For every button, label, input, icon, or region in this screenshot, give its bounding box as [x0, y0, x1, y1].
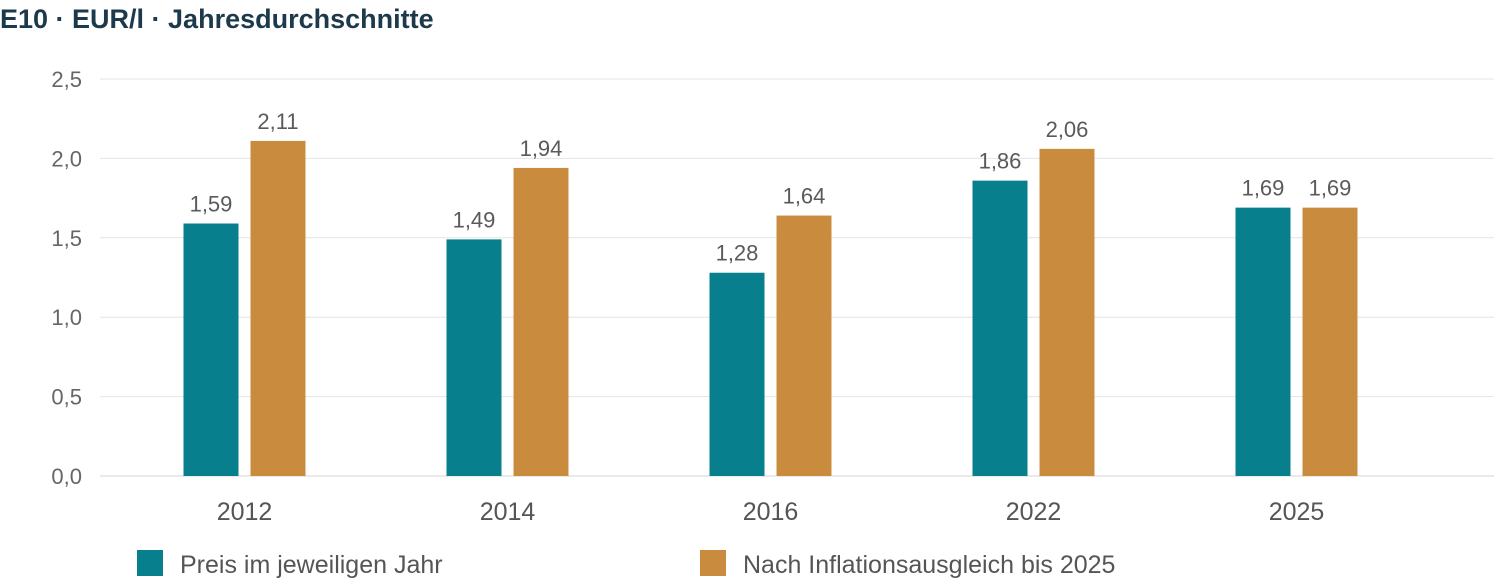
- x-tick-label: 2022: [1006, 498, 1062, 526]
- data-label: 1,49: [453, 207, 496, 232]
- legend-swatch: [700, 550, 726, 576]
- bar: [1235, 207, 1291, 477]
- x-tick-label: 2014: [480, 498, 536, 526]
- bar: [250, 140, 306, 476]
- y-tick-label: 1,0: [51, 305, 82, 330]
- data-label: 1,86: [979, 149, 1022, 174]
- legend-label: Preis im jeweiligen Jahr: [180, 551, 443, 579]
- legend-swatch: [137, 550, 163, 576]
- data-label: 1,69: [1242, 176, 1285, 201]
- y-tick-label: 2,5: [51, 67, 82, 92]
- chart-title: E10 · EUR/l · Jahresdurchschnitte: [0, 4, 434, 34]
- bar: [776, 215, 832, 476]
- bar: [1039, 148, 1095, 476]
- data-label: 2,06: [1046, 117, 1089, 142]
- bar: [183, 223, 239, 476]
- data-label: 1,59: [190, 192, 233, 217]
- data-label: 1,28: [716, 241, 759, 266]
- x-tick-label: 2025: [1269, 498, 1325, 526]
- bar: [513, 167, 569, 477]
- bar: [1302, 207, 1358, 477]
- data-label: 1,64: [783, 184, 826, 209]
- y-tick-label: 2,0: [51, 146, 82, 171]
- x-tick-label: 2012: [217, 498, 273, 526]
- legend-label: Nach Inflationsausgleich bis 2025: [743, 551, 1115, 579]
- data-label: 2,11: [257, 109, 298, 134]
- data-label: 1,69: [1309, 176, 1352, 201]
- bar: [446, 239, 502, 476]
- y-tick-label: 0,5: [51, 385, 82, 410]
- y-tick-label: 0,0: [51, 464, 82, 489]
- bar: [972, 180, 1028, 476]
- data-label: 1,94: [520, 136, 563, 161]
- bar: [709, 272, 765, 476]
- x-tick-label: 2016: [743, 498, 799, 526]
- y-tick-label: 1,5: [51, 226, 82, 251]
